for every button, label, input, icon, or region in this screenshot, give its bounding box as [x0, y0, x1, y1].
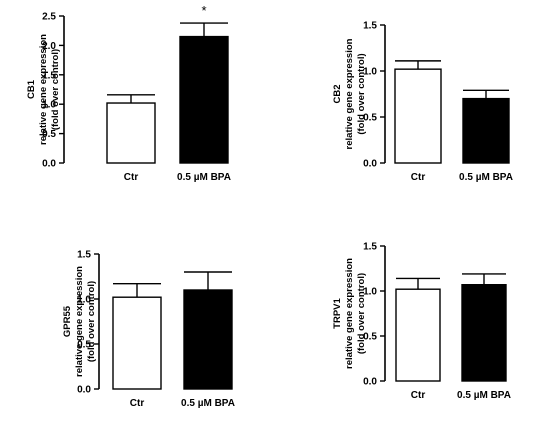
panel-cb2: 0.0 0.5 1.0 1.5 Ctr 0.5 µM BPA CB2relative gen…: [332, 21, 513, 184]
bar-ctr: [112, 296, 162, 390]
y-tick-label: 1.0: [42, 100, 56, 111]
bar-ctr: [395, 288, 441, 382]
y-tick-label: 0.0: [42, 159, 56, 170]
bar-bpa: [183, 289, 233, 390]
y-axis-label-line: relative gene expression: [74, 266, 85, 377]
y-tick-label: 1.5: [77, 250, 91, 261]
y-tick-label: 2.0: [42, 41, 56, 52]
category-label: Ctr: [411, 172, 426, 183]
category-label: 0.5 µM BPA: [457, 390, 511, 401]
category-label: 0.5 µM BPA: [181, 398, 235, 409]
category-label: Ctr: [130, 398, 145, 409]
y-axis-label-line: TRPV1: [332, 297, 343, 328]
y-axis-label-line: CB1: [26, 79, 37, 99]
y-axis-label-line: (fold over control): [50, 49, 61, 130]
y-tick-label: 0.0: [363, 159, 377, 170]
y-tick-label: 1.5: [363, 21, 377, 32]
y-axis-label: GPR55relative gene expression(fold over …: [62, 266, 97, 377]
y-axis-label-line: (fold over control): [86, 281, 97, 362]
bar-ctr: [394, 68, 442, 164]
y-axis-label-line: (fold over control): [356, 53, 367, 134]
y-axis-label-line: relative gene expression: [344, 38, 355, 149]
y-tick-label: 1.0: [363, 287, 377, 298]
y-tick-label: 1.5: [42, 70, 56, 81]
panel-cb1: 0.0 0.5 1.0 1.5 2.0 2.5 Ctr 0.5 µM BPA * CB1relat…: [26, 3, 231, 183]
bar-bpa: [179, 35, 229, 164]
y-tick-label: 0.0: [363, 377, 377, 388]
y-tick-label: 2.5: [42, 12, 56, 23]
y-tick-label: 1.0: [77, 295, 91, 306]
y-axis-label: CB1relative gene expression(fold over co…: [26, 34, 61, 145]
bar-bpa: [462, 97, 510, 164]
y-tick-label: 1.0: [363, 67, 377, 78]
y-axis-label-line: (fold over control): [356, 273, 367, 354]
category-label: Ctr: [411, 390, 426, 401]
category-label: 0.5 µM BPA: [177, 172, 231, 183]
y-axis-label-line: relative gene expression: [38, 34, 49, 145]
y-tick-label: 0.5: [42, 129, 56, 140]
category-label: Ctr: [124, 172, 139, 183]
bar-ctr: [106, 102, 156, 164]
y-axis-label-line: CB2: [332, 84, 343, 103]
y-axis-label-line: relative gene expression: [344, 258, 355, 369]
bar-bpa: [461, 284, 507, 382]
panel-gpr55: 0.0 0.5 1.0 1.5 Ctr 0.5 µM BPA GPR55relative g…: [62, 250, 235, 410]
y-axis-label-line: GPR55: [62, 305, 73, 337]
y-tick-label: 0.5: [77, 340, 91, 351]
y-tick-label: 0.5: [363, 113, 377, 124]
y-tick-label: 0.0: [77, 385, 91, 396]
y-axis-label: CB2relative gene expression(fold over co…: [332, 38, 367, 149]
y-axis-label: TRPV1relative gene expression(fold over …: [332, 258, 367, 369]
y-tick-label: 1.5: [363, 242, 377, 253]
category-label: 0.5 µM BPA: [459, 172, 513, 183]
significance-marker: *: [201, 3, 206, 18]
y-tick-label: 0.5: [363, 332, 377, 343]
panel-trpv1: 0.0 0.5 1.0 1.5 Ctr 0.5 µM BPA TRPV1relative g…: [332, 242, 511, 402]
